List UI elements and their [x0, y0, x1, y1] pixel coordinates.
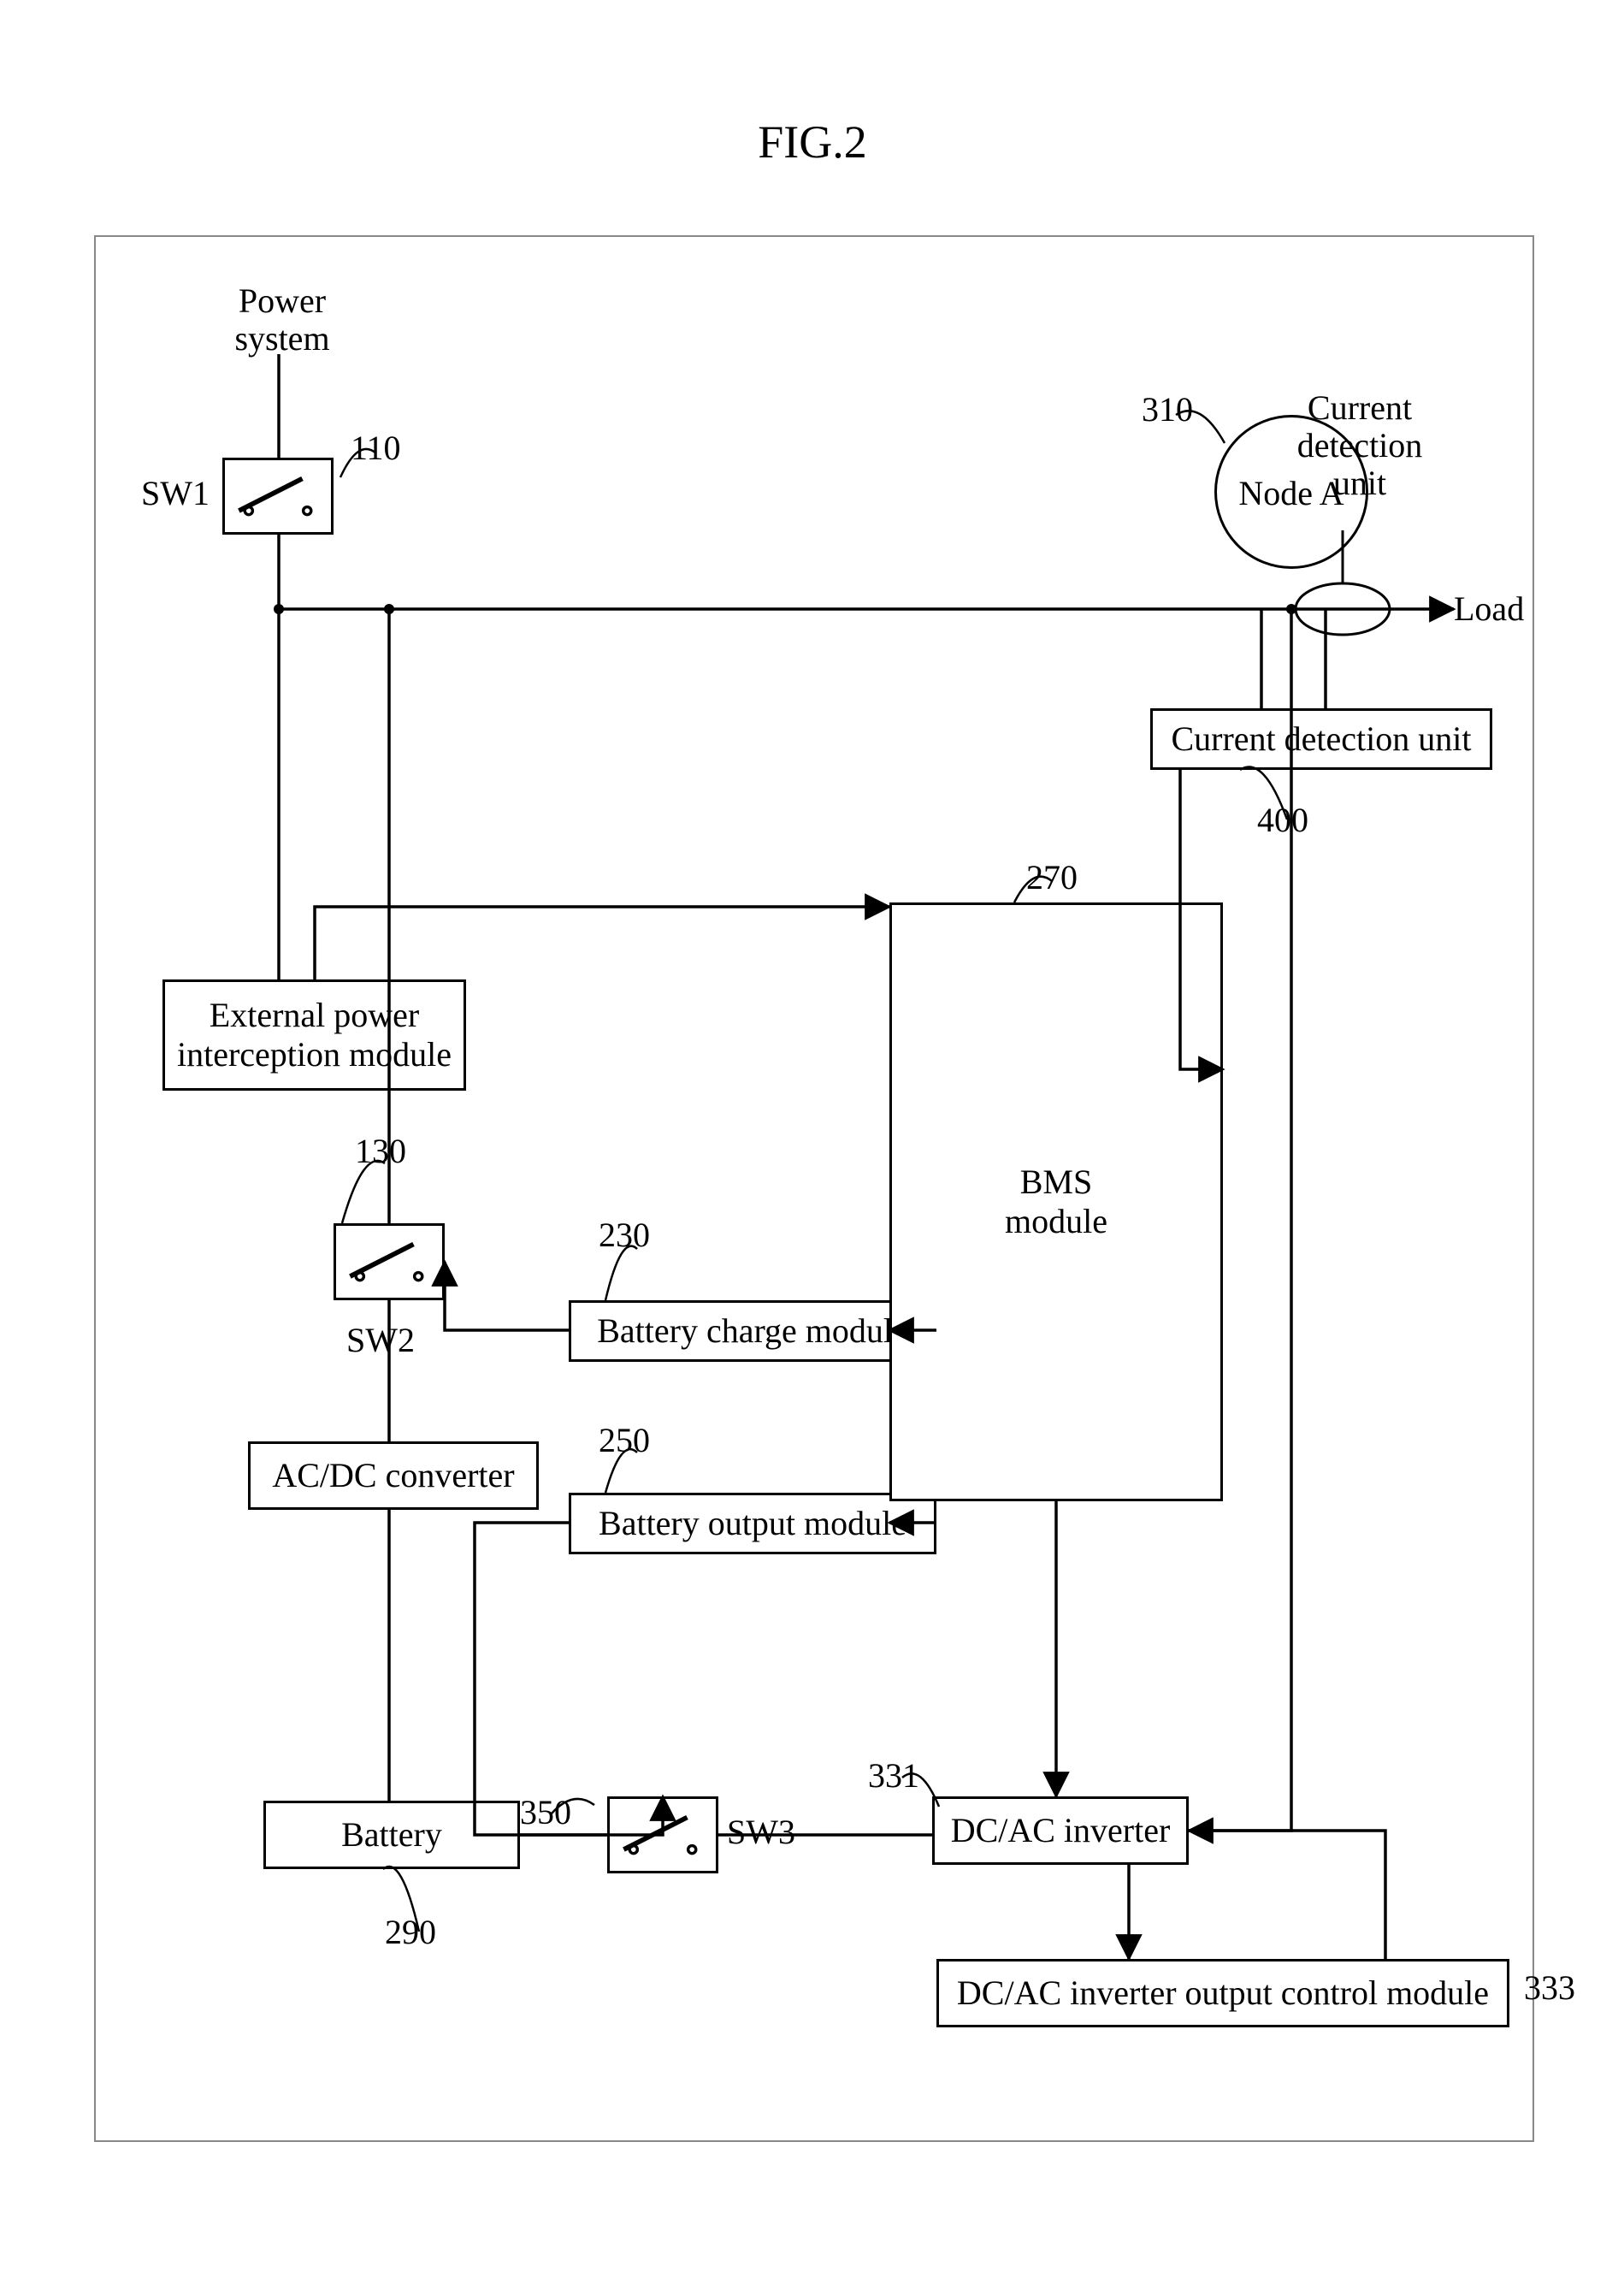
ref-350: 350 [520, 1792, 571, 1832]
box-battery: Battery [263, 1801, 520, 1869]
box-dcac_ctrl: DC/AC inverter output control module [936, 1959, 1509, 2027]
box-dcac: DC/AC inverter [932, 1796, 1189, 1865]
box-output: Battery output module [569, 1493, 936, 1554]
ref-331: 331 [868, 1755, 919, 1796]
ref-130: 130 [355, 1131, 406, 1171]
ref-250: 250 [599, 1420, 650, 1460]
figure-title: FIG.2 [744, 115, 881, 169]
ref-110: 110 [351, 428, 401, 468]
ref-230: 230 [599, 1215, 650, 1255]
box-acdc: AC/DC converter [248, 1441, 539, 1510]
box-charge: Battery charge module [569, 1300, 936, 1362]
ref-333: 333 [1524, 1967, 1575, 2008]
label-power-system: Powersystem [197, 282, 368, 358]
label-sw2: SW2 [338, 1322, 423, 1359]
box-sw1 [222, 458, 334, 535]
ref-290: 290 [385, 1912, 436, 1952]
box-sw3 [607, 1796, 718, 1873]
ref-310: 310 [1142, 389, 1193, 429]
ref-400: 400 [1257, 800, 1308, 840]
box-node_a [1214, 415, 1368, 569]
label-sw3: SW3 [727, 1814, 812, 1851]
box-sw2 [334, 1223, 445, 1300]
box-ext_power: External powerinterception module [162, 979, 466, 1091]
box-curr_det: Current detection unit [1150, 708, 1492, 770]
ref-270: 270 [1026, 857, 1078, 897]
label-sw1: SW1 [133, 475, 218, 512]
box-bms: BMSmodule [889, 902, 1223, 1501]
label-load: Load [1454, 590, 1539, 628]
